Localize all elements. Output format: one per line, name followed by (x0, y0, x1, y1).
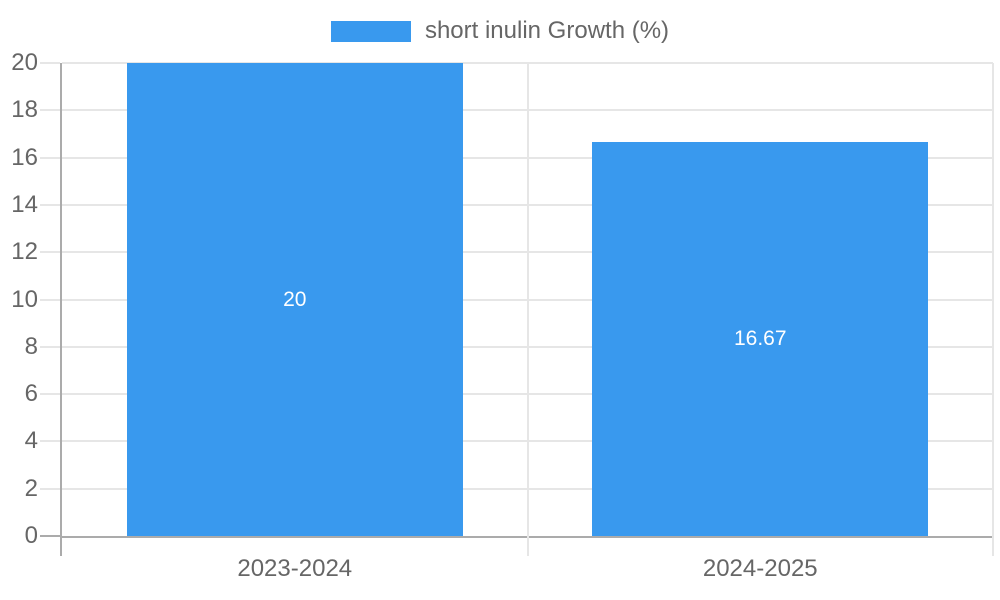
bar-value-label: 16.67 (733, 326, 787, 350)
y-tick (40, 393, 60, 396)
y-tick-label: 0 (24, 522, 38, 549)
x-tick-label: 2023-2024 (237, 555, 353, 582)
y-tick (40, 440, 60, 443)
y-tick (40, 109, 60, 112)
x-tick (526, 536, 529, 556)
x-gridline (526, 63, 529, 536)
x-tick-label: 2024-2025 (702, 555, 818, 582)
y-tick (40, 62, 60, 64)
y-tick-label: 6 (24, 380, 38, 408)
bar: 20 (126, 63, 463, 536)
legend-swatch (330, 20, 411, 42)
y-tick-label: 12 (11, 238, 38, 266)
y-tick-label: 14 (11, 190, 38, 218)
x-tick (992, 536, 994, 556)
y-tick-label: 20 (11, 49, 38, 76)
bar-value-label: 20 (283, 287, 307, 311)
y-tick-label: 2 (24, 474, 38, 502)
x-gridline (992, 63, 994, 536)
y-tick-label: 4 (24, 427, 38, 455)
y-tick (40, 487, 60, 490)
y-tick (40, 535, 60, 537)
y-tick (40, 156, 60, 159)
legend-label: short inulin Growth (%) (424, 17, 670, 44)
y-tick (40, 251, 60, 254)
bar: 16.67 (592, 141, 929, 536)
y-tick (40, 345, 60, 348)
x-tick (60, 536, 62, 556)
legend-item[interactable]: short inulin Growth (%) (0, 17, 1000, 45)
plot-area: 20 16.67 (40, 62, 994, 556)
y-tick (40, 298, 60, 301)
y-tick-label: 16 (11, 143, 38, 171)
y-tick-label: 10 (11, 285, 38, 313)
y-tick-label: 18 (11, 96, 38, 124)
y-tick (40, 203, 60, 206)
y-tick-label: 8 (24, 332, 38, 360)
